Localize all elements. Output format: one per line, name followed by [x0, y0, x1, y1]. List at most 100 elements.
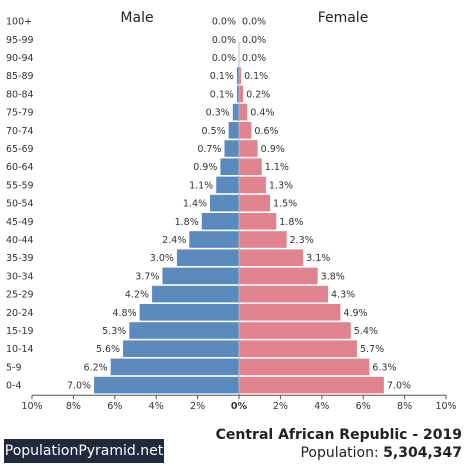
male-value-label: 0.0% [212, 35, 236, 46]
female-bar [239, 285, 329, 303]
male-value-label: 7.0% [67, 381, 91, 392]
male-bar [236, 67, 239, 84]
male-value-label: 5.6% [96, 344, 120, 355]
population-label: Population: [300, 445, 379, 461]
female-bar [239, 249, 304, 266]
female-value-label: 1.1% [265, 162, 289, 173]
male-bar [176, 249, 239, 266]
x-axis-tick-label: 8% [397, 401, 412, 412]
male-bar [139, 304, 239, 321]
age-group-label: 25-29 [6, 290, 34, 301]
age-group-label: 55-59 [6, 180, 34, 191]
x-axis-tick-label: 8% [66, 401, 81, 412]
female-value-label: 1.8% [279, 217, 303, 228]
age-group-label: 60-64 [6, 162, 34, 173]
male-value-label: 3.0% [150, 253, 174, 264]
x-axis-tick-label: 6% [107, 401, 122, 412]
male-value-label: 6.2% [84, 362, 108, 373]
female-value-label: 0.2% [246, 89, 270, 100]
x-axis-tick-label: 2% [273, 401, 288, 412]
female-value-label: 5.4% [354, 326, 378, 337]
female-bar [239, 122, 252, 139]
female-bar [239, 103, 248, 121]
female-bar [239, 304, 341, 321]
age-group-label: 5-9 [6, 362, 22, 373]
male-value-label: 0.5% [202, 126, 226, 137]
female-bar [239, 322, 351, 339]
age-group-label: 35-39 [6, 253, 34, 264]
female-value-label: 4.9% [343, 308, 367, 319]
female-value-label: 0.9% [261, 144, 285, 155]
male-bar [201, 213, 239, 230]
male-bar [189, 231, 239, 248]
female-bar [239, 176, 266, 194]
age-group-label: 20-24 [6, 308, 34, 319]
x-axis-tick-label: 10% [21, 401, 42, 412]
x-axis-tick-label: 4% [149, 401, 164, 412]
male-bar [152, 285, 239, 303]
legend-female-label: Female [318, 10, 369, 26]
age-group-label: 90-94 [6, 53, 34, 64]
age-group-label: 75-79 [6, 108, 34, 119]
age-group-label: 85-89 [6, 71, 34, 82]
male-value-label: 5.3% [102, 326, 126, 337]
population-value: 5,304,347 [383, 445, 462, 461]
male-value-label: 2.4% [162, 235, 186, 246]
female-bar [239, 67, 242, 84]
male-value-label: 1.4% [183, 199, 207, 210]
x-axis-tick-label: 2% [190, 401, 205, 412]
male-bar [210, 194, 239, 212]
female-bar [239, 158, 262, 175]
male-bar [232, 103, 239, 121]
female-bar [239, 376, 384, 394]
male-value-label: 1.1% [189, 180, 213, 191]
male-value-label: 0.9% [193, 162, 217, 173]
male-value-label: 3.7% [135, 271, 159, 282]
female-bar [239, 194, 271, 212]
female-value-label: 0.0% [242, 17, 266, 28]
age-group-label: 30-34 [6, 271, 34, 282]
male-value-label: 1.8% [175, 217, 199, 228]
female-bar [239, 140, 258, 157]
male-bar [162, 267, 239, 285]
male-bar [123, 340, 239, 357]
female-bar [239, 267, 318, 285]
female-value-label: 3.1% [306, 253, 330, 264]
age-group-label: 40-44 [6, 235, 34, 246]
age-group-label: 100+ [6, 17, 32, 28]
female-value-label: 4.3% [331, 290, 355, 301]
male-bar [216, 176, 239, 194]
population-total: Population: 5,304,347 [300, 445, 462, 461]
female-value-label: 0.0% [242, 35, 266, 46]
age-group-label: 50-54 [6, 199, 34, 210]
male-bar [224, 140, 239, 157]
male-bar [228, 122, 239, 139]
female-value-label: 0.1% [244, 71, 268, 82]
age-group-label: 10-14 [6, 344, 34, 355]
age-group-label: 70-74 [6, 126, 34, 137]
age-group-label: 45-49 [6, 217, 34, 228]
age-group-label: 0-4 [6, 381, 22, 392]
female-value-label: 3.8% [321, 271, 345, 282]
x-axis-tick-label: 4% [314, 401, 329, 412]
female-bar [239, 85, 244, 103]
age-group-label: 15-19 [6, 326, 34, 337]
female-value-label: 7.0% [387, 381, 411, 392]
x-axis-tick-label: 10% [435, 401, 456, 412]
male-value-label: 4.2% [125, 290, 149, 301]
male-bar [220, 158, 239, 175]
female-value-label: 2.3% [290, 235, 314, 246]
female-value-label: 1.5% [273, 199, 297, 210]
male-value-label: 0.7% [197, 144, 221, 155]
male-bar [94, 376, 239, 394]
female-bar [239, 231, 287, 248]
male-value-label: 0.1% [210, 71, 234, 82]
female-value-label: 1.3% [269, 180, 293, 191]
age-group-label: 80-84 [6, 89, 34, 100]
female-bar [239, 358, 370, 376]
female-value-label: 6.3% [372, 362, 396, 373]
male-bar [236, 85, 239, 103]
male-value-label: 4.8% [112, 308, 136, 319]
female-value-label: 5.7% [360, 344, 384, 355]
